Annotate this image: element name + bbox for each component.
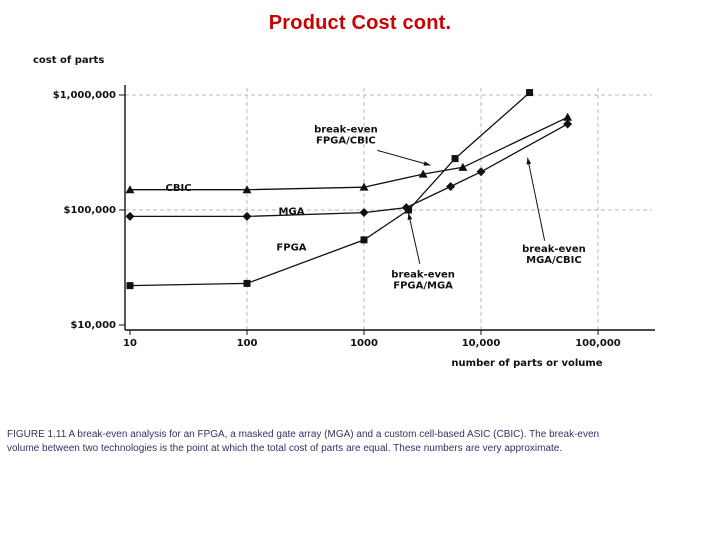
cbic-marker <box>359 182 369 191</box>
mga-marker <box>476 167 486 177</box>
break-even-arrowhead <box>526 157 532 165</box>
x-tick-label: 10 <box>123 338 137 349</box>
y-tick-label: $100,000 <box>63 205 116 216</box>
fpga-marker <box>126 282 134 290</box>
slide-title: Product Cost cont. <box>268 12 452 34</box>
fpga-marker <box>526 89 534 97</box>
break-even-label: FPGA/MGA <box>393 280 453 291</box>
x-tick-label: 100 <box>237 338 258 349</box>
y-axis-title: cost of parts <box>33 55 104 66</box>
cbic-series-label: CBIC <box>166 183 192 194</box>
fpga-marker <box>451 155 459 163</box>
cbic-marker <box>458 162 468 171</box>
cbic-marker <box>563 112 573 121</box>
cbic-line <box>130 116 568 191</box>
mga-series-label: MGA <box>279 207 305 218</box>
mga-marker <box>446 182 456 192</box>
mga-marker <box>359 208 369 218</box>
fpga-marker <box>243 279 251 287</box>
y-tick-label: $1,000,000 <box>53 90 116 101</box>
break-even-arrowhead <box>423 161 431 166</box>
break-even-label: break-even <box>522 244 586 255</box>
break-even-arrowhead <box>407 213 413 220</box>
break-even-chart: 10 100 1000 10,000 100,000 $10,000 $100,000 $1,… <box>33 55 655 369</box>
fpga-series-label: FPGA <box>276 243 306 254</box>
cbic-marker <box>125 185 135 194</box>
break-even-arrow <box>377 149 431 166</box>
cbic-marker <box>242 185 252 194</box>
mga-marker <box>125 211 135 221</box>
break-even-arrow <box>407 212 421 264</box>
x-tick-label: 1000 <box>350 338 378 349</box>
fpga-marker <box>360 236 368 244</box>
break-even-label: FPGA/CBIC <box>316 136 376 147</box>
fpga-marker <box>404 206 412 214</box>
y-tick-label: $10,000 <box>70 320 116 331</box>
cbic-marker <box>418 169 428 178</box>
break-even-arrow <box>527 157 546 241</box>
break-even-label: break-even <box>391 269 455 280</box>
mga-marker <box>563 119 573 129</box>
x-axis-title: number of parts or volume <box>451 358 602 369</box>
x-tick-label: 10,000 <box>462 338 501 349</box>
break-even-label: MGA/CBIC <box>526 255 582 266</box>
figure-caption: FIGURE 1.11 A break-even analysis for an… <box>7 429 600 454</box>
mga-marker <box>242 211 252 221</box>
x-tick-label: 100,000 <box>575 338 621 349</box>
break-even-label: break-even <box>314 125 378 136</box>
fpga-line <box>129 92 531 287</box>
